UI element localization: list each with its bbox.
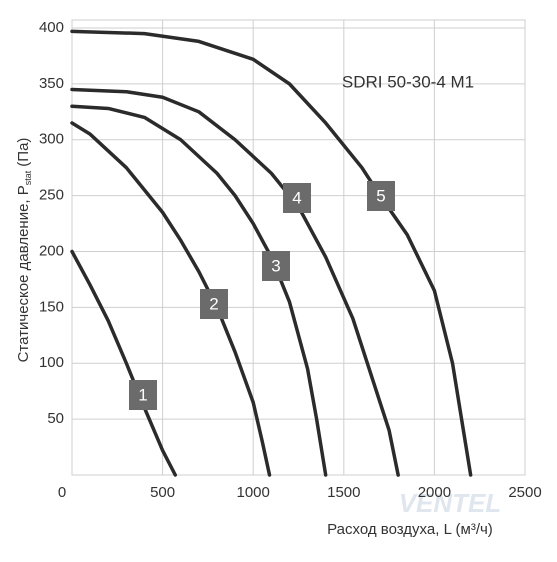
y-label-sub: stat [23,170,33,185]
watermark: VENTEL [399,488,502,518]
y-tick-label: 150 [39,298,64,315]
legend-label: 5 [376,186,385,205]
curve-label-box [129,380,157,410]
y-tick-label: 350 [39,75,64,92]
y-tick-label: 300 [39,131,64,148]
y-tick-label: 200 [39,242,64,259]
x-tick-label: 2500 [508,484,541,501]
x-tick-label: 500 [150,484,175,501]
y-tick-label: 50 [47,410,64,427]
curve [70,87,400,477]
x-tick-label: 2000 [418,484,451,501]
x-tick-label: 1000 [237,484,270,501]
y-tick-label: 250 [39,187,64,204]
curve [70,29,473,477]
curve [70,121,272,477]
y-tick-label: 100 [39,354,64,371]
x-tick-label: 0 [58,484,66,501]
legend-label: 1 [138,385,147,404]
curve [70,249,178,477]
x-tick-label: 1500 [327,484,360,501]
y-label-unit: (Па) [15,138,32,167]
legend-label: 2 [209,294,218,313]
curve [70,104,328,477]
curve-label-box [367,181,395,211]
curve-label-box [200,289,228,319]
legend-label: 3 [271,256,280,275]
curve-label-box [283,183,311,213]
y-label-main: Статическое давление, P [15,185,32,362]
legend-label: 4 [292,188,301,207]
y-tick-label: 400 [39,19,64,36]
x-axis-label: Расход воздуха, L (м³/ч) [327,521,493,538]
y-axis-label: Статическое давление, Pstat (Па) [15,138,33,363]
annotation: SDRI 50-30-4 M1 [342,72,474,91]
curve-label-box [262,251,290,281]
